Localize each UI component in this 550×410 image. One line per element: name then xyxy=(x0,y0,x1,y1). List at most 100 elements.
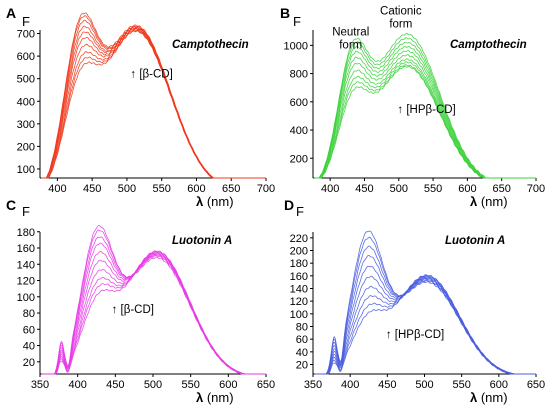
x-axis-label-symbol: λ xyxy=(196,390,204,405)
y-tick-label: 300 xyxy=(17,119,35,131)
panel-letter: D xyxy=(284,197,294,213)
x-tick-label: 500 xyxy=(118,183,136,195)
chart-panel-a: AF 100 200 300 400 500 600 700 400 450 500 550 600 65… xyxy=(6,5,275,209)
series-line xyxy=(41,30,266,179)
y-tick-label: 220 xyxy=(290,233,308,245)
y-tick-label: 160 xyxy=(290,271,308,283)
x-tick-label: 650 xyxy=(222,183,240,195)
x-tick-label: 400 xyxy=(321,183,339,195)
x-tick-label: 500 xyxy=(144,379,162,391)
panel-letter: C xyxy=(6,197,16,213)
x-tick-label: 550 xyxy=(181,379,199,391)
y-tick-label: 60 xyxy=(296,334,308,346)
form-label-line: form xyxy=(389,18,412,30)
x-tick-label: 550 xyxy=(424,183,442,195)
x-tick-label: 600 xyxy=(458,183,476,195)
x-axis-label-symbol: λ xyxy=(470,194,478,209)
x-tick-label: 700 xyxy=(527,183,545,195)
y-tick-label: 20 xyxy=(23,357,35,369)
panel-letter: A xyxy=(6,5,16,21)
y-tick-label: 140 xyxy=(290,284,308,296)
series-line xyxy=(314,230,536,375)
y-axis-label: F xyxy=(22,14,30,29)
series-line xyxy=(314,58,536,179)
x-tick-label: 450 xyxy=(355,183,373,195)
chart-title: Camptothecin xyxy=(172,39,249,51)
concentration-annotation: ↑ [β-CD] xyxy=(130,69,172,81)
form-label-line: form xyxy=(339,40,362,52)
y-tick-label: 200 xyxy=(290,246,308,258)
series-line xyxy=(314,274,536,375)
y-tick-label: 100 xyxy=(17,164,35,176)
x-tick-label: 450 xyxy=(378,379,396,391)
chart-title: Camptothecin xyxy=(450,39,527,51)
series-line xyxy=(314,65,536,179)
chart-title: Luotonin A xyxy=(172,235,232,247)
series-line xyxy=(41,250,266,375)
y-tick-label: 400 xyxy=(290,125,308,137)
y-tick-label: 800 xyxy=(290,69,308,81)
x-axis-label-symbol: λ xyxy=(196,194,204,209)
y-axis-label: F xyxy=(293,14,301,29)
x-tick-label: 550 xyxy=(452,379,470,391)
y-tick-label: 120 xyxy=(290,296,308,308)
y-tick-label: 80 xyxy=(23,308,35,320)
x-tick-label: 700 xyxy=(257,183,275,195)
series-line xyxy=(41,12,266,179)
x-axis-label-unit: (nm) xyxy=(203,390,233,405)
x-tick-label: 600 xyxy=(490,379,508,391)
x-axis-label-unit: (nm) xyxy=(477,390,507,405)
x-tick-label: 400 xyxy=(341,379,359,391)
y-axis-label: F xyxy=(22,204,30,219)
x-tick-label: 500 xyxy=(415,379,433,391)
chart-panel-c: C F 20 40 60 80 100 120 140 160 180 350 400 450 500 550… xyxy=(6,197,275,405)
x-tick-label: 350 xyxy=(31,379,49,391)
concentration-annotation: ↑ [HPβ-CD] xyxy=(386,329,444,341)
y-tick-label: 80 xyxy=(296,322,308,334)
form-label: Cationic form xyxy=(380,5,422,30)
x-axis-label-symbol: λ xyxy=(470,390,478,405)
x-axis-label-unit: (nm) xyxy=(477,194,507,209)
x-axis-label: λ (nm) xyxy=(196,390,234,405)
y-tick-label: 180 xyxy=(17,227,35,239)
chart-title: Luotonin A xyxy=(445,235,505,247)
y-tick-label: 20 xyxy=(296,360,308,372)
y-tick-label: 100 xyxy=(290,309,308,321)
series-line xyxy=(314,236,536,375)
form-label-line: Cationic xyxy=(380,5,422,17)
x-tick-label: 600 xyxy=(187,183,205,195)
form-label-line: Neutral xyxy=(332,27,369,39)
y-tick-label: 40 xyxy=(23,341,35,353)
x-axis-label: λ (nm) xyxy=(196,194,234,209)
y-tick-label: 700 xyxy=(17,29,35,41)
x-tick-label: 400 xyxy=(68,379,86,391)
x-axis-label-unit: (nm) xyxy=(203,194,233,209)
x-tick-label: 650 xyxy=(527,379,545,391)
y-tick-label: 600 xyxy=(290,97,308,109)
x-tick-label: 650 xyxy=(257,379,275,391)
x-axis-label: λ (nm) xyxy=(470,390,508,405)
y-tick-label: 600 xyxy=(17,51,35,63)
x-tick-label: 450 xyxy=(83,183,101,195)
x-tick-label: 550 xyxy=(153,183,171,195)
panel-letter: B xyxy=(280,5,290,21)
x-tick-label: 500 xyxy=(390,183,408,195)
y-tick-label: 100 xyxy=(17,292,35,304)
chart-panel-b: BF 200 400 600 800 1000 400 450 500 550 600 650 700 λ… xyxy=(280,5,545,209)
form-label: Neutral form xyxy=(332,27,369,52)
y-tick-label: 60 xyxy=(23,324,35,336)
x-tick-label: 600 xyxy=(219,379,237,391)
y-tick-label: 200 xyxy=(290,153,308,165)
y-tick-label: 200 xyxy=(17,141,35,153)
x-tick-label: 400 xyxy=(48,183,66,195)
concentration-annotation: ↑ [HPβ-CD] xyxy=(397,104,455,116)
concentration-annotation: ↑ [β-CD] xyxy=(112,304,154,316)
y-tick-label: 1000 xyxy=(284,40,308,52)
y-tick-label: 120 xyxy=(17,276,35,288)
y-tick-label: 140 xyxy=(17,259,35,271)
x-tick-label: 350 xyxy=(304,379,322,391)
y-tick-label: 160 xyxy=(17,243,35,255)
y-tick-label: 40 xyxy=(296,347,308,359)
